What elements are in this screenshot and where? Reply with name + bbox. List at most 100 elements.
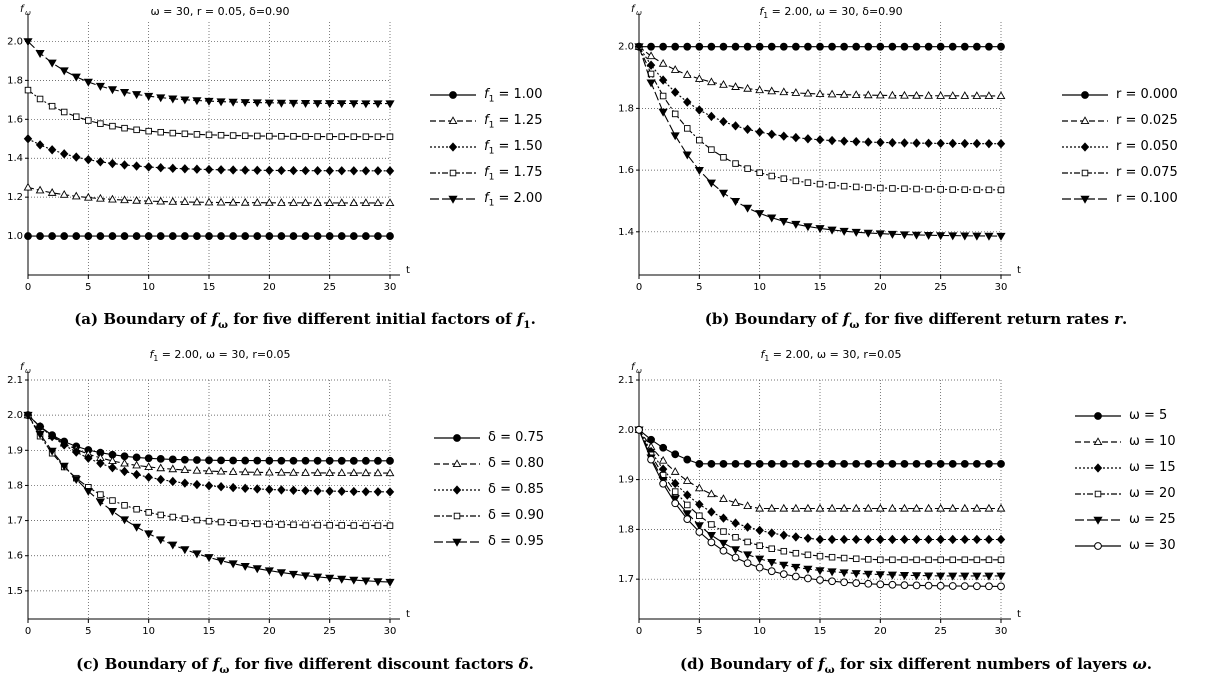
- data-point: [694, 483, 704, 492]
- caption-symbol-1-subscript: ω: [219, 664, 230, 676]
- data-point: [852, 555, 860, 563]
- data-point: [265, 165, 274, 176]
- data-point: [707, 42, 716, 51]
- data-point: [205, 456, 213, 465]
- data-point: [216, 98, 226, 107]
- x-tick-label: 30: [384, 626, 397, 637]
- caption-text: (a) Boundary of: [74, 310, 212, 328]
- data-point: [168, 464, 178, 473]
- data-point: [647, 42, 655, 51]
- data-point: [646, 79, 656, 88]
- data-point: [156, 94, 166, 103]
- data-point: [996, 91, 1006, 100]
- data-point: [961, 556, 969, 564]
- data-point: [96, 193, 105, 202]
- legend-marker: [1093, 516, 1103, 525]
- data-point: [888, 459, 897, 468]
- data-point: [961, 186, 969, 193]
- data-point: [804, 574, 812, 583]
- data-point: [144, 196, 154, 205]
- caption-c: (c) Boundary of fω for five different di…: [5, 655, 605, 676]
- data-point: [349, 468, 359, 477]
- data-point: [731, 459, 740, 468]
- data-point: [936, 581, 945, 590]
- legend-marker: [1080, 142, 1090, 152]
- data-point: [924, 459, 933, 468]
- data-point: [228, 560, 238, 569]
- data-point: [876, 580, 885, 589]
- data-point: [349, 100, 359, 109]
- data-point: [119, 516, 130, 525]
- data-point: [313, 198, 322, 206]
- chart-title-d-subscript: 1: [764, 354, 770, 364]
- data-point: [168, 476, 178, 487]
- data-point: [326, 522, 333, 529]
- data-point: [229, 456, 238, 465]
- legend-marker: [448, 142, 458, 152]
- data-point: [839, 534, 849, 545]
- data-point: [107, 507, 118, 516]
- legend-swatch: [430, 116, 476, 125]
- data-point: [670, 478, 680, 489]
- data-point: [864, 579, 873, 588]
- legend-marker: [452, 459, 462, 468]
- x-tick-label: 5: [85, 626, 91, 637]
- data-point: [36, 95, 44, 103]
- data-point: [193, 516, 201, 524]
- data-point: [671, 110, 679, 118]
- data-point: [157, 128, 164, 136]
- data-point: [289, 485, 298, 495]
- data-point: [47, 188, 57, 196]
- data-point: [828, 181, 836, 189]
- caption-symbol-2-symbol: δ: [518, 655, 529, 673]
- data-point: [204, 97, 214, 106]
- data-point: [300, 99, 311, 108]
- data-point: [997, 459, 1005, 468]
- data-point: [168, 232, 177, 240]
- data-point: [718, 189, 729, 198]
- data-point: [755, 85, 765, 94]
- data-point: [216, 165, 226, 175]
- data-point: [791, 459, 800, 468]
- data-point: [120, 232, 129, 240]
- data-point: [719, 546, 728, 555]
- data-point: [827, 226, 837, 235]
- data-point: [277, 485, 286, 495]
- data-point: [314, 133, 321, 140]
- data-point: [240, 562, 250, 571]
- data-point: [73, 113, 80, 120]
- data-point: [373, 487, 383, 497]
- data-point: [217, 232, 225, 240]
- data-point: [97, 491, 104, 498]
- data-point: [924, 503, 933, 512]
- legend-label-subscript: 1: [488, 172, 495, 183]
- legend-marker: [453, 434, 461, 442]
- data-point: [706, 179, 716, 188]
- y-tick-label: 1.9: [7, 445, 23, 456]
- data-point: [960, 138, 970, 149]
- data-point: [180, 465, 190, 474]
- data-point: [373, 578, 383, 587]
- legend-swatch: [1062, 91, 1108, 99]
- data-point: [216, 466, 226, 475]
- caption-text: (b) Boundary of: [704, 310, 843, 328]
- data-point: [863, 90, 873, 99]
- data-point: [731, 553, 740, 562]
- data-point: [851, 503, 861, 512]
- data-point: [984, 503, 994, 512]
- data-point: [804, 42, 812, 51]
- legend-marker: [449, 91, 457, 99]
- x-tick-label: 15: [814, 282, 827, 293]
- data-point: [731, 42, 740, 51]
- data-point: [121, 502, 128, 509]
- data-point: [972, 91, 982, 99]
- data-point: [228, 98, 238, 107]
- data-point: [779, 530, 789, 540]
- data-point: [72, 232, 81, 240]
- data-point: [71, 476, 81, 485]
- data-point: [839, 89, 849, 98]
- legend-swatch: [430, 195, 476, 204]
- data-point: [863, 570, 873, 579]
- data-point: [204, 466, 214, 475]
- y-tick-label: 2.1: [618, 375, 634, 386]
